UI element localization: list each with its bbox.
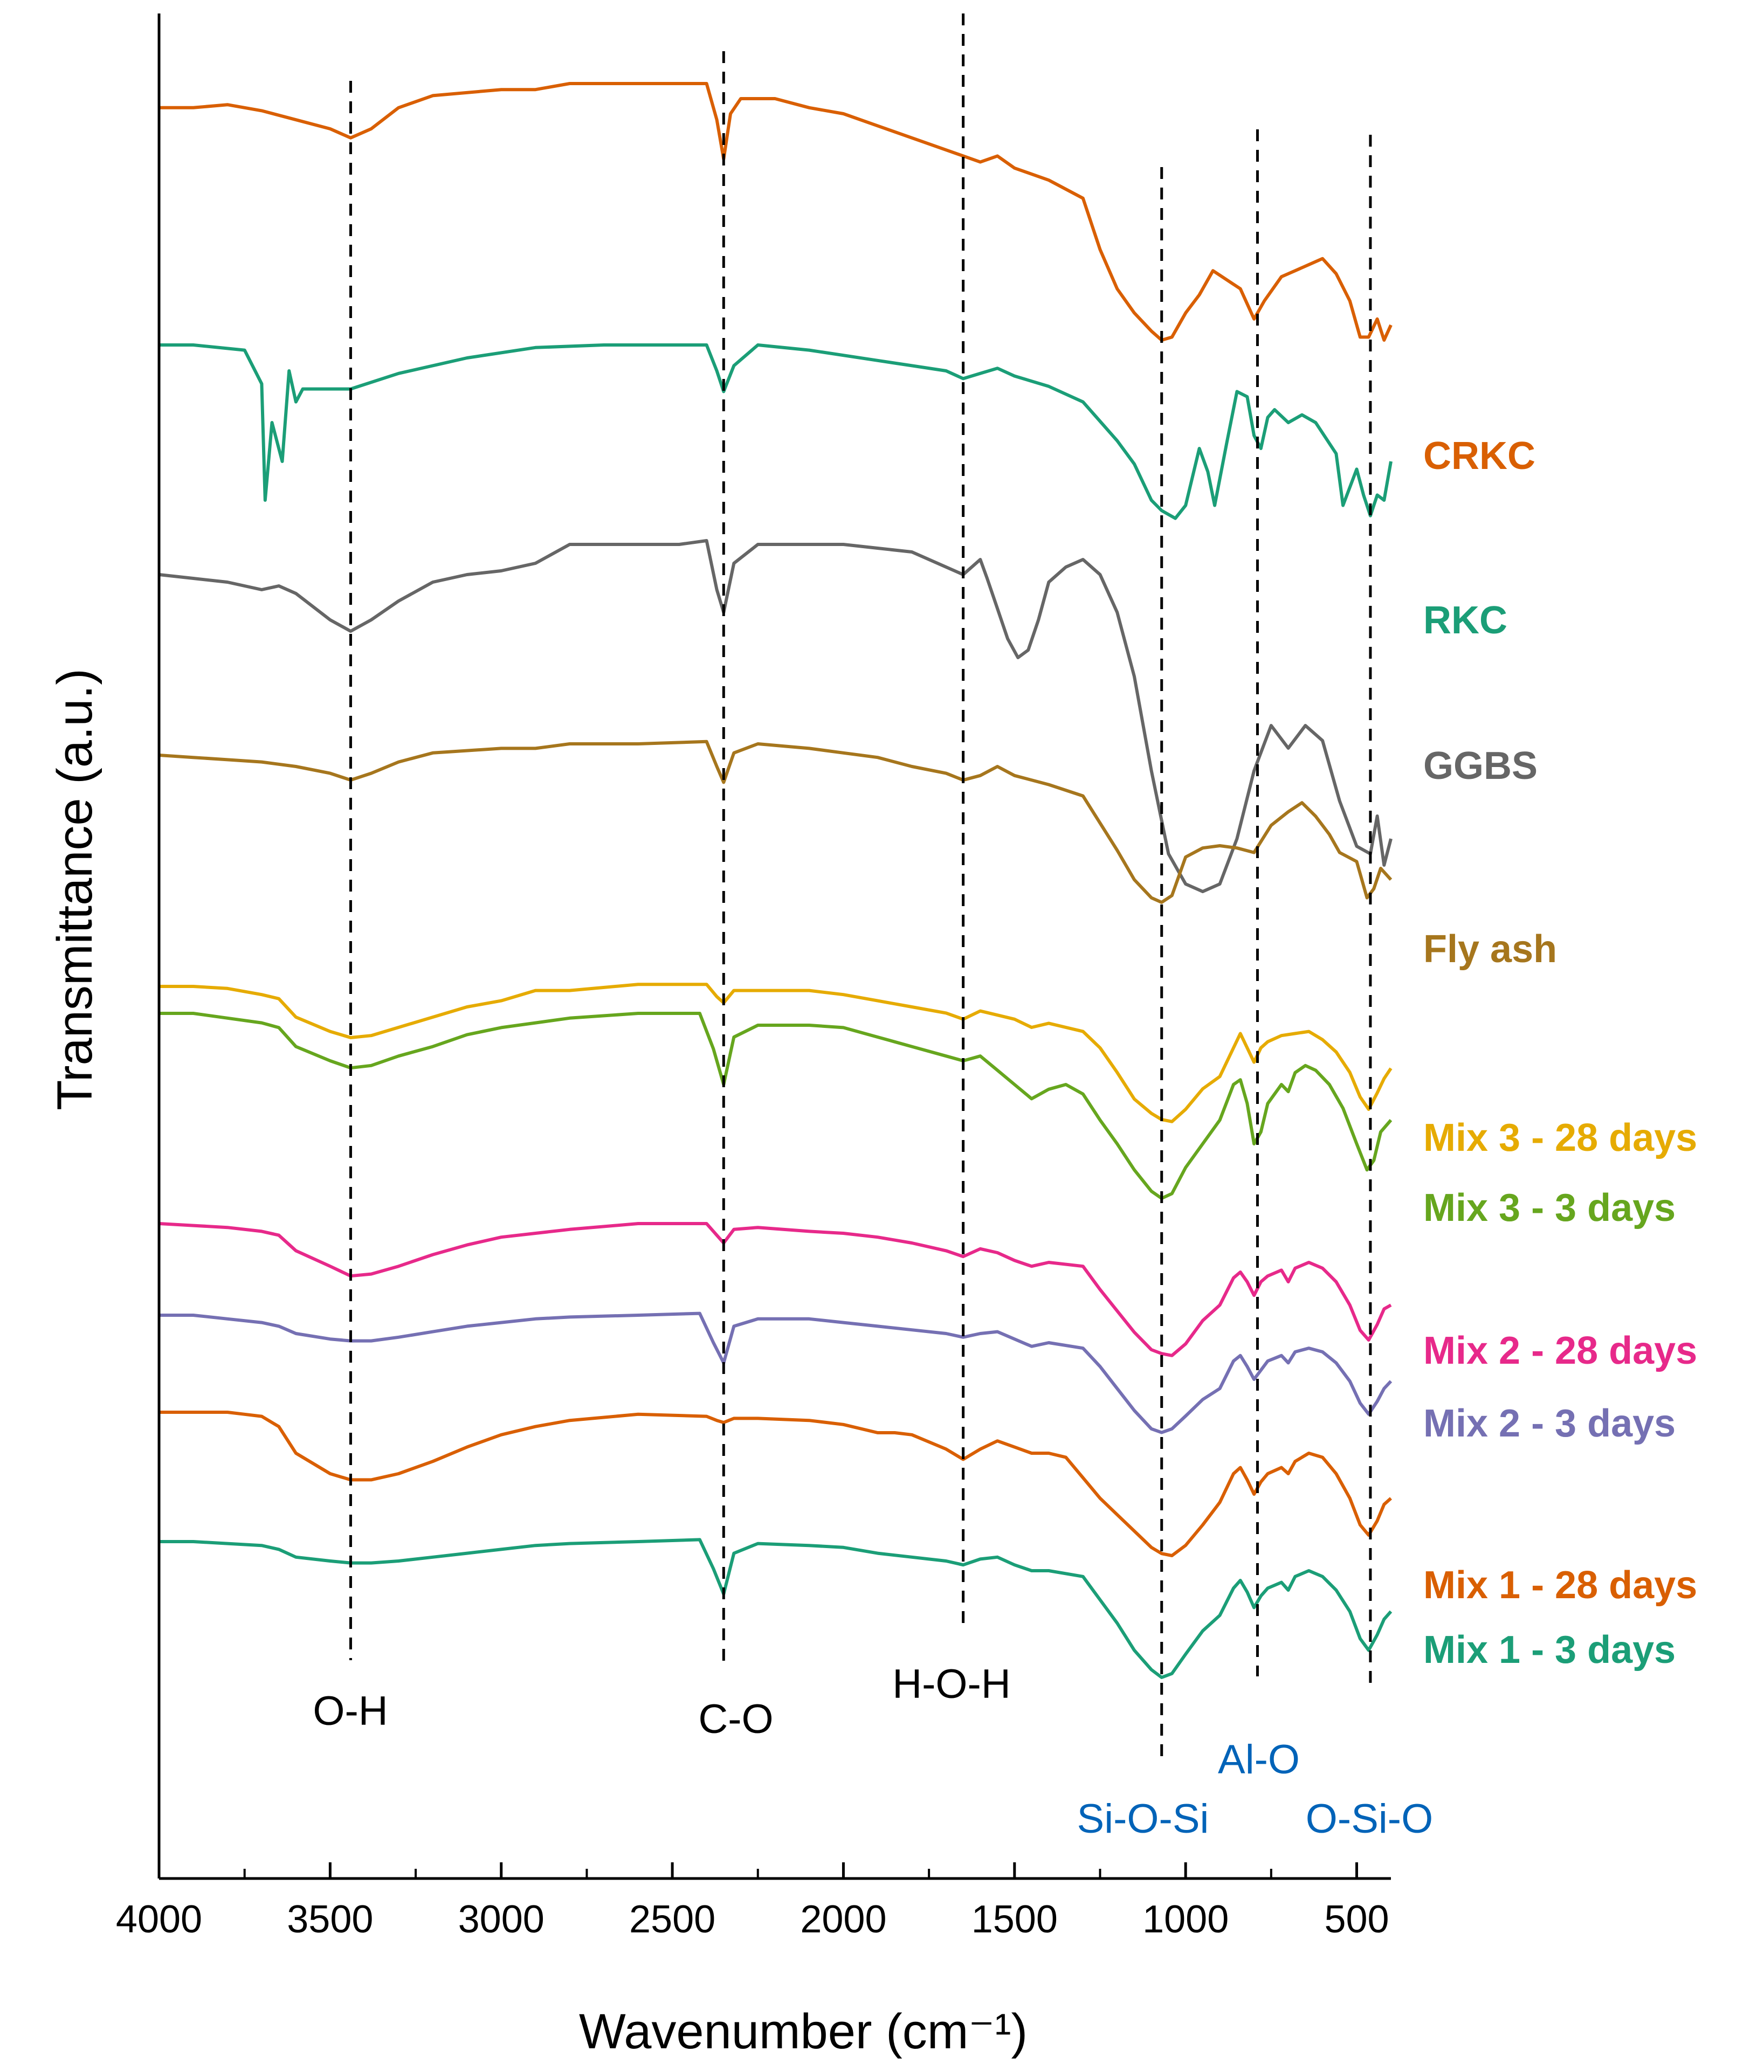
series-label-mix-1-3-days: Mix 1 - 3 days [1423, 1628, 1676, 1672]
peak-label-si-o-si: Si-O-Si [1077, 1796, 1209, 1842]
series-labels: CRKC RKC GGBS Fly ash Mix 3 - 28 days Mix 3 -… [1423, 434, 1697, 1672]
series-line-ggbs [159, 539, 1393, 893]
series-line-crkc [159, 82, 1393, 342]
series-label-rkc: RKC [1423, 599, 1507, 642]
x-tick-label: 3500 [287, 1898, 373, 1941]
series-line-mix-3-3-days [159, 1012, 1393, 1200]
series-line-mix-1-28-days [159, 1411, 1393, 1557]
peak-label-o-h: O-H [313, 1688, 388, 1734]
x-tick-label: 1000 [1142, 1898, 1229, 1941]
peak-label-o-si-o: O-Si-O [1306, 1796, 1433, 1842]
y-axis-title: Transmittance (a.u.) [47, 668, 102, 1110]
peak-label-h-o-h: H-O-H [892, 1661, 1011, 1707]
series-line-mix-2-3-days [159, 1311, 1393, 1434]
x-tick-label: 500 [1324, 1898, 1389, 1941]
peak-label-al-o: Al-O [1218, 1737, 1300, 1783]
series-line-mix-3-28-days [159, 983, 1393, 1123]
series-label-mix-3-3-days: Mix 3 - 3 days [1423, 1186, 1676, 1230]
x-ticks: 4000 3500 3000 2500 2000 1500 1000 500 [116, 1862, 1389, 1941]
series-label-mix-2-3-days: Mix 2 - 3 days [1423, 1402, 1676, 1445]
x-tick-label: 2500 [629, 1898, 715, 1941]
series-label-fly-ash: Fly ash [1423, 928, 1557, 971]
series-layer [159, 82, 1393, 1679]
series-label-ggbs: GGBS [1423, 744, 1538, 788]
series-label-crkc: CRKC [1423, 434, 1535, 478]
series-line-fly-ash [159, 740, 1393, 904]
series-label-mix-1-28-days: Mix 1 - 28 days [1423, 1564, 1697, 1607]
x-tick-label: 2000 [800, 1898, 886, 1941]
peak-label-c-o: C-O [698, 1696, 773, 1742]
series-label-mix-2-28-days: Mix 2 - 28 days [1423, 1329, 1697, 1372]
series-label-mix-3-28-days: Mix 3 - 28 days [1423, 1116, 1697, 1159]
x-axis-title: Wavenumber (cm⁻¹) [579, 2004, 1028, 2059]
series-line-rkc [159, 343, 1393, 520]
series-line-mix-2-28-days [159, 1222, 1392, 1357]
reference-lines [349, 13, 1372, 1763]
axes [157, 13, 1391, 1880]
x-tick-label: 1500 [971, 1898, 1058, 1941]
x-tick-label: 4000 [116, 1898, 202, 1941]
series-line-mix-1-3-days [159, 1538, 1393, 1679]
x-tick-label: 3000 [458, 1898, 545, 1941]
